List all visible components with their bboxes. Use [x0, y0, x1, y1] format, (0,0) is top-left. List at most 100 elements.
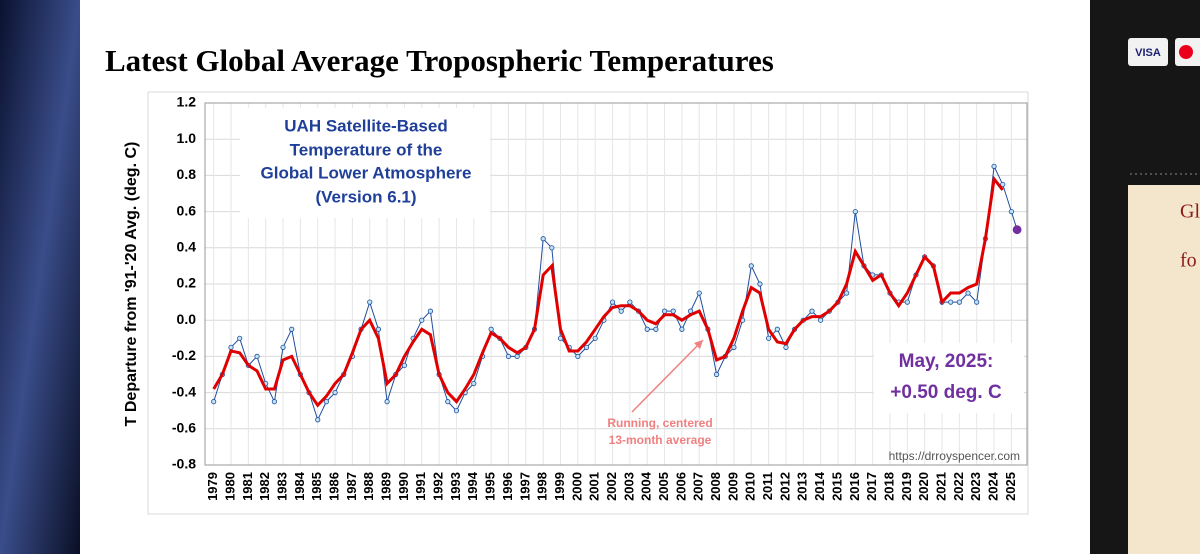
data-point: [618, 308, 624, 314]
data-point: [575, 353, 581, 359]
card-logo: [1179, 45, 1193, 59]
page-title: Latest Global Average Tropospheric Tempe…: [105, 43, 774, 78]
latest-label: May, 2025:: [899, 351, 994, 372]
x-tick-label: 1986: [327, 472, 342, 501]
data-point: [670, 308, 676, 314]
plot-layer: [211, 163, 1022, 423]
x-tick-label: 2015: [829, 472, 844, 501]
x-tick-label: 2023: [968, 472, 983, 501]
data-point: [505, 353, 512, 359]
data-point: [948, 299, 954, 305]
data-point: [254, 353, 260, 359]
data-point: [271, 399, 277, 405]
data-point: [471, 380, 477, 387]
y-tick-label: 0.2: [177, 275, 197, 291]
data-point: [696, 290, 702, 296]
data-point: [583, 344, 590, 350]
x-tick-label: 1996: [500, 472, 515, 501]
data-point: [609, 299, 616, 305]
data-point: [974, 299, 980, 305]
data-point: [844, 290, 850, 296]
x-tick-label: 2002: [604, 472, 619, 501]
x-tick-label: 2003: [621, 472, 636, 501]
data-point: [540, 236, 546, 242]
data-point: [679, 326, 685, 332]
card-label: VISA: [1135, 47, 1161, 59]
x-tick-label: 1981: [240, 472, 255, 501]
info-line: UAH Satellite-Based: [284, 116, 447, 135]
data-point: [384, 399, 390, 405]
x-tick-label: 1979: [205, 472, 220, 501]
data-point: [991, 163, 997, 169]
info-line: Global Lower Atmosphere: [261, 163, 472, 182]
x-tick-label: 1995: [483, 472, 498, 501]
x-tick-label: 2006: [673, 472, 688, 501]
side-text: fo: [1180, 250, 1197, 272]
latest-label: +0.50 deg. C: [890, 382, 1002, 403]
y-tick-label: 0.0: [177, 311, 197, 327]
y-tick-label: 1.0: [177, 130, 197, 146]
x-tick-label: 1988: [361, 472, 376, 501]
data-point: [627, 299, 633, 305]
x-tick-label: 1983: [274, 472, 289, 501]
x-tick-label: 1998: [535, 472, 550, 501]
data-point: [713, 371, 720, 378]
x-tick-label: 2009: [725, 472, 740, 501]
y-tick-label: -0.4: [172, 383, 196, 399]
x-tick-label: 1990: [396, 472, 411, 501]
x-tick-label: 1999: [552, 472, 567, 501]
data-point: [956, 299, 962, 305]
x-tick-label: 2020: [916, 472, 931, 501]
data-point: [592, 335, 598, 341]
x-tick-label: 2016: [847, 472, 862, 501]
running-label: 13-month average: [609, 433, 712, 447]
data-point: [367, 299, 373, 305]
data-point: [211, 399, 217, 405]
data-point: [280, 344, 286, 350]
data-point: [809, 308, 815, 314]
data-point: [748, 263, 754, 269]
x-tick-label: 2017: [864, 472, 879, 501]
x-tick-label: 2004: [639, 471, 654, 501]
info-line: (Version 6.1): [315, 187, 416, 206]
running-label: Running, centered: [607, 416, 712, 430]
x-tick-label: 1980: [222, 472, 237, 501]
x-tick-label: 2014: [812, 471, 827, 501]
x-tick-label: 1987: [344, 472, 359, 501]
data-point: [852, 209, 858, 215]
data-point: [427, 308, 434, 314]
side-card: [1128, 185, 1200, 554]
card-icon: [1128, 38, 1168, 66]
data-point: [514, 353, 520, 359]
data-point: [731, 344, 737, 350]
y-tick-label: 0.4: [177, 239, 197, 255]
data-point: [401, 362, 408, 369]
data-point: [661, 308, 668, 314]
x-tick-label: 2011: [760, 472, 775, 500]
y-tick-label: -0.8: [172, 456, 196, 472]
x-tick-label: 2021: [933, 472, 948, 501]
data-point: [445, 399, 451, 405]
x-tick-label: 2012: [777, 472, 792, 501]
y-axis-label: T Departure from '91-'20 Avg. (deg. C): [123, 142, 140, 427]
data-point: [757, 281, 763, 287]
source-label: https://drroyspencer.com: [889, 449, 1020, 463]
x-tick-label: 1992: [431, 472, 446, 501]
data-point: [332, 389, 338, 396]
x-tick-label: 1993: [448, 472, 463, 501]
arrow-head: [694, 340, 703, 349]
x-tick-label: 2013: [795, 472, 810, 501]
y-tick-label: 1.2: [177, 94, 197, 110]
data-point: [228, 344, 234, 350]
data-point: [488, 326, 494, 332]
data-point: [653, 326, 659, 332]
data-point: [375, 326, 382, 332]
latest-box: [874, 343, 1024, 413]
x-tick-label: 1994: [465, 471, 480, 501]
x-tick-label: 2001: [587, 472, 602, 501]
x-tick-label: 2018: [881, 472, 896, 501]
data-point: [766, 335, 772, 341]
plot-area: [204, 102, 1028, 466]
x-tick-label: 1989: [379, 472, 394, 501]
data-point: [453, 408, 460, 414]
